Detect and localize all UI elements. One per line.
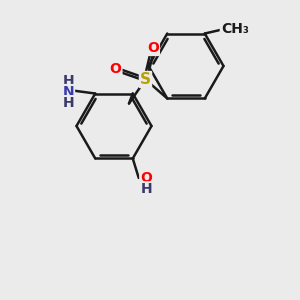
Text: N: N [62, 85, 74, 99]
Text: CH₃: CH₃ [221, 22, 249, 36]
Text: H: H [62, 96, 74, 110]
Text: S: S [140, 72, 151, 87]
Text: O: O [140, 171, 152, 185]
Text: H: H [62, 74, 74, 88]
Text: H: H [140, 182, 152, 197]
Text: O: O [147, 41, 159, 55]
Text: O: O [110, 62, 122, 76]
